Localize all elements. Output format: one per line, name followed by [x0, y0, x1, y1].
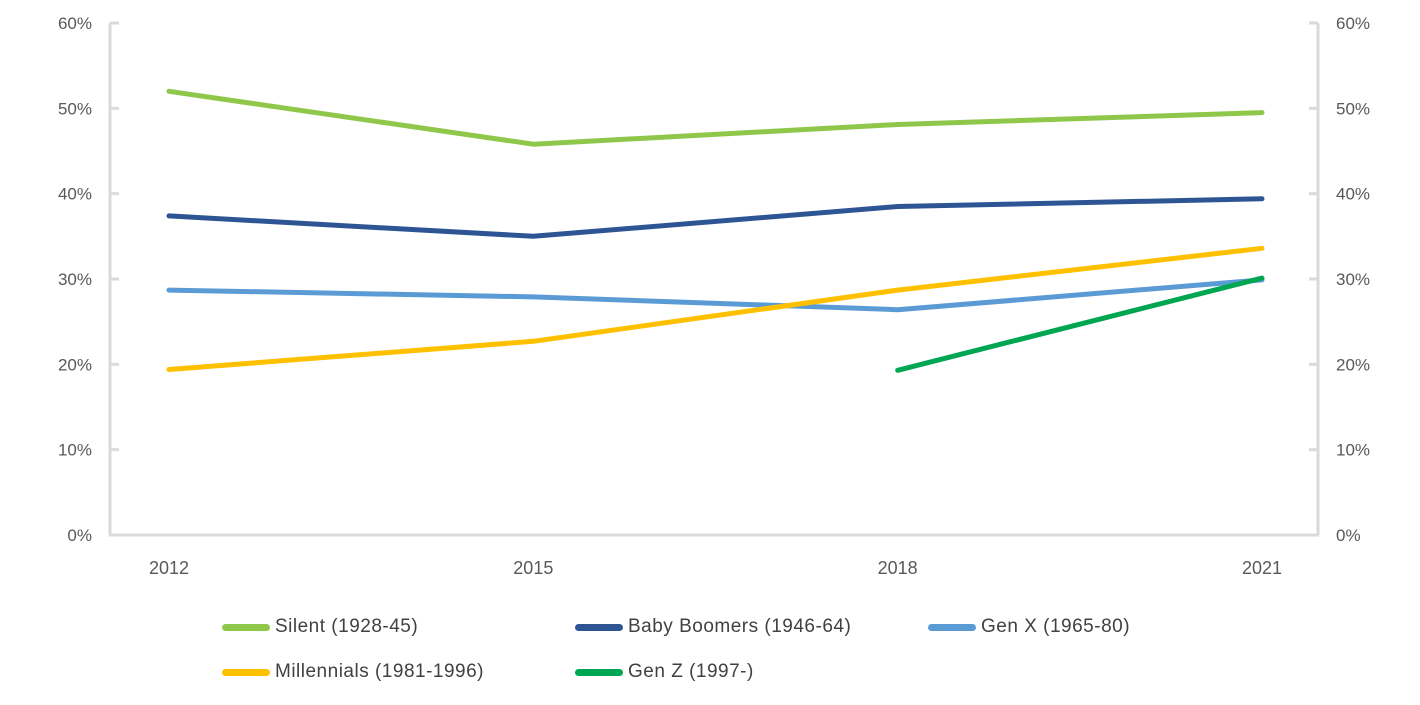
y-axis-label-right: 0%: [1336, 526, 1361, 545]
series-line-silent-1928-45: [166, 88, 1265, 147]
y-axis-label-left: 50%: [58, 99, 92, 118]
legend-label: Gen Z (1997-): [628, 661, 754, 682]
legend-label: Baby Boomers (1946-64): [628, 616, 852, 637]
y-axis-label-right: 30%: [1336, 270, 1370, 289]
y-axis-label-left: 30%: [58, 270, 92, 289]
y-axis-label-left: 10%: [58, 441, 92, 460]
legend-item-gen-x-1965-80: Gen X (1965-80): [928, 615, 1130, 639]
legend-swatch: [928, 623, 976, 631]
x-axis-label: 2018: [878, 558, 918, 578]
legend-item-gen-z-1997: Gen Z (1997-): [575, 660, 754, 684]
legend-swatch: [575, 668, 623, 676]
y-axis-label-right: 20%: [1336, 355, 1370, 374]
legend-label: Millennials (1981-1996): [275, 661, 484, 682]
y-axis-label-left: 20%: [58, 355, 92, 374]
legend-swatch: [222, 623, 270, 631]
series-line-baby-boomers-1946-64: [166, 196, 1265, 239]
series-line-millennials-1981-1996: [166, 245, 1265, 372]
series-line-gen-x-1965-80: [166, 277, 1265, 313]
y-axis-label-right: 60%: [1336, 14, 1370, 33]
y-axis-label-right: 40%: [1336, 185, 1370, 204]
y-axis-label-right: 50%: [1336, 99, 1370, 118]
x-axis-label: 2015: [513, 558, 553, 578]
y-axis-label-left: 40%: [58, 185, 92, 204]
y-axis-label-left: 60%: [58, 14, 92, 33]
legend-swatch: [575, 623, 623, 631]
y-axis-label-right: 10%: [1336, 441, 1370, 460]
legend-item-silent-1928-45: Silent (1928-45): [222, 615, 418, 639]
series-line-gen-z-1997: [895, 275, 1265, 373]
legend-label: Gen X (1965-80): [981, 616, 1131, 637]
legend-item-millennials-1981-1996: Millennials (1981-1996): [222, 660, 484, 684]
x-axis-label: 2012: [149, 558, 189, 578]
legend-swatch: [222, 668, 270, 676]
legend-label: Silent (1928-45): [275, 616, 419, 637]
x-axis-label: 2021: [1242, 558, 1282, 578]
y-axis-label-left: 0%: [67, 526, 92, 545]
legend-item-baby-boomers-1946-64: Baby Boomers (1946-64): [575, 615, 851, 639]
